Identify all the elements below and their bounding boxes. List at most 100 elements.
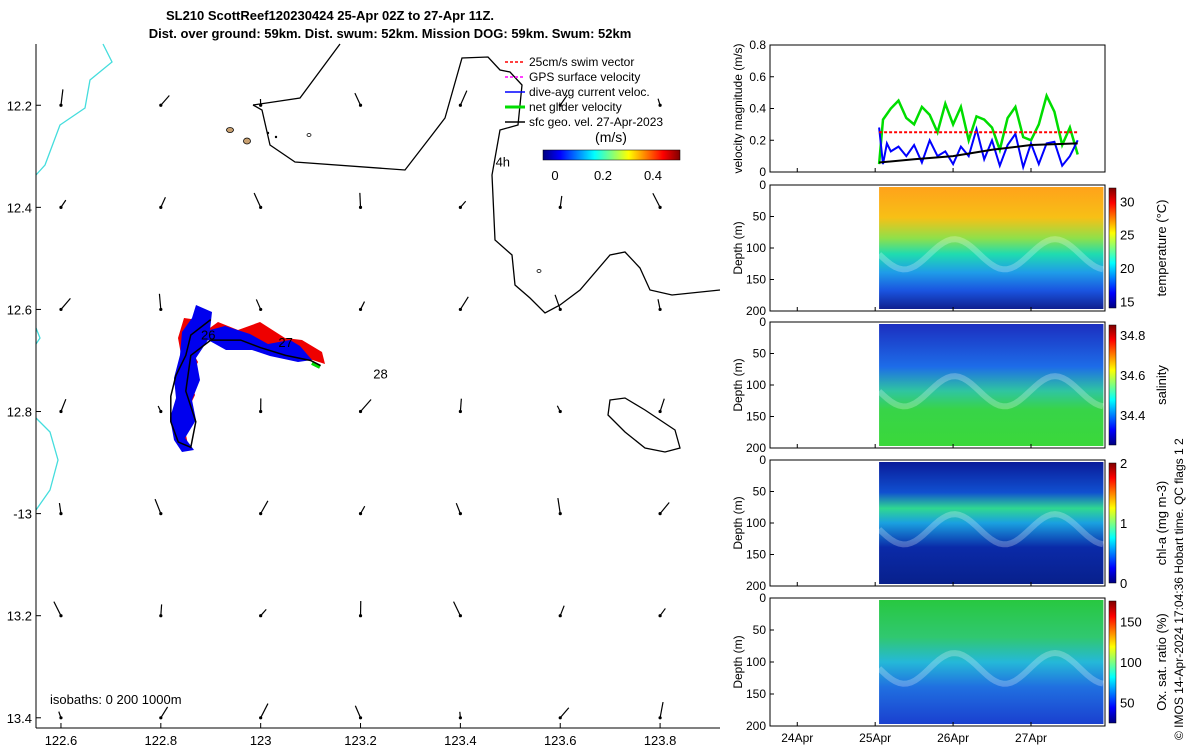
map-colorbar-tick: 0 <box>551 168 558 183</box>
current-vector <box>160 604 163 616</box>
current-vector <box>657 299 661 310</box>
current-vector <box>459 296 469 310</box>
current-vector-head <box>458 512 462 516</box>
current-vector <box>659 701 664 718</box>
date-tick: 25Apr <box>859 731 891 745</box>
current-vector-head <box>259 205 263 209</box>
depth-tick: 0 <box>759 591 766 605</box>
map-colorbar <box>542 149 681 161</box>
current-vector-head <box>159 512 163 516</box>
current-vector-head <box>259 512 263 516</box>
current-vector <box>354 705 362 719</box>
current-vector-head <box>458 614 462 618</box>
depth-tick: 50 <box>753 485 767 499</box>
colorbar-tick: 15 <box>1120 294 1134 309</box>
current-vector-head <box>558 716 562 720</box>
colorbar-tick: 34.4 <box>1120 408 1145 423</box>
map-x-tick-label: 123.8 <box>644 733 677 748</box>
current-vector-head <box>59 103 63 107</box>
current-vector <box>559 605 565 616</box>
map-x-tick-label: 123.2 <box>344 733 377 748</box>
colorbar-tick: 20 <box>1120 261 1134 276</box>
reef-contour-north <box>252 56 721 314</box>
colorbar-tick: 30 <box>1120 194 1134 209</box>
current-vector-head <box>458 716 462 720</box>
current-vector-head <box>658 614 662 618</box>
map-x-tick-label: 123.6 <box>544 733 577 748</box>
profile-heatmap <box>879 324 1104 446</box>
date-tick: 26Apr <box>937 731 969 745</box>
current-vector-head <box>259 716 263 720</box>
current-vector-head <box>358 512 363 516</box>
date-tick: 24Apr <box>781 731 813 745</box>
current-vector-head <box>159 614 163 618</box>
current-vector-head <box>658 409 662 414</box>
map-y-tick-label: 13.4 <box>7 711 32 726</box>
islet <box>536 269 542 273</box>
colorbar-label: Ox. sat. ratio (%) <box>1154 613 1169 711</box>
current-vector <box>652 192 661 208</box>
islet <box>266 131 270 135</box>
current-vector-head <box>558 614 562 618</box>
profile-colorbar <box>1108 324 1117 446</box>
current-vector <box>455 502 461 514</box>
colorbar-tick: 50 <box>1120 696 1134 711</box>
day-label-26: 26 <box>201 328 215 343</box>
profile-heatmap <box>879 600 1104 724</box>
current-vector-head <box>259 614 263 618</box>
coastline-left-mid <box>35 327 41 345</box>
depth-tick: 50 <box>753 623 767 637</box>
current-vector <box>53 601 62 616</box>
islet <box>274 135 278 139</box>
current-vector-head <box>658 307 662 312</box>
current-vector <box>60 89 64 106</box>
islet <box>243 137 251 145</box>
current-vector-head <box>658 512 662 516</box>
current-vector-head <box>358 409 363 414</box>
current-vector-head <box>458 205 462 209</box>
velocity-y-tick: 0.2 <box>749 133 766 147</box>
velocity-series <box>879 142 1078 164</box>
current-vector-head <box>358 307 363 312</box>
colorbar-tick: 2 <box>1120 456 1127 471</box>
depth-tick: 0 <box>759 453 766 467</box>
colorbar-tick: 34.8 <box>1120 328 1145 343</box>
velocity-ylabel: velocity magnitude (m/s) <box>731 43 745 173</box>
depth-tick: 150 <box>746 273 766 287</box>
depth-tick: 150 <box>746 548 766 562</box>
depth-tick: 200 <box>746 441 766 455</box>
colorbar-label: salinity <box>1154 365 1169 405</box>
current-vector-head <box>558 103 562 107</box>
current-vector-head <box>658 716 662 720</box>
current-vector <box>160 706 169 719</box>
current-vector-head <box>159 716 163 720</box>
profile-colorbar <box>1108 600 1117 724</box>
velocity-y-tick: 0.8 <box>749 38 766 52</box>
map-y-tick-label: 12.6 <box>7 302 32 317</box>
depth-ylabel: Depth (m) <box>731 496 745 549</box>
current-vector-head <box>558 512 562 516</box>
velocity-y-tick: 0 <box>759 165 766 179</box>
profile-colorbar <box>1108 187 1117 309</box>
current-vector-head <box>558 409 562 414</box>
day-label-27: 27 <box>278 335 292 350</box>
depth-ylabel: Depth (m) <box>731 221 745 274</box>
current-vector-head <box>259 103 263 107</box>
day-label-28: 28 <box>373 366 387 381</box>
current-vector <box>260 500 269 514</box>
depth-tick: 0 <box>759 178 766 192</box>
current-vector-head <box>358 614 363 618</box>
legend-label: GPS surface velocity <box>529 70 640 84</box>
velocity-y-tick: 0.4 <box>749 102 766 116</box>
current-vector <box>354 92 362 106</box>
depth-tick: 150 <box>746 687 766 701</box>
islet <box>226 127 234 133</box>
current-vector <box>158 293 162 310</box>
depth-tick: 150 <box>746 410 766 424</box>
depth-ylabel: Depth (m) <box>731 635 745 688</box>
current-vector <box>453 601 461 616</box>
map-y-tick-label: 12.2 <box>7 98 32 113</box>
current-vector <box>559 707 570 719</box>
current-vector-head <box>59 512 63 516</box>
